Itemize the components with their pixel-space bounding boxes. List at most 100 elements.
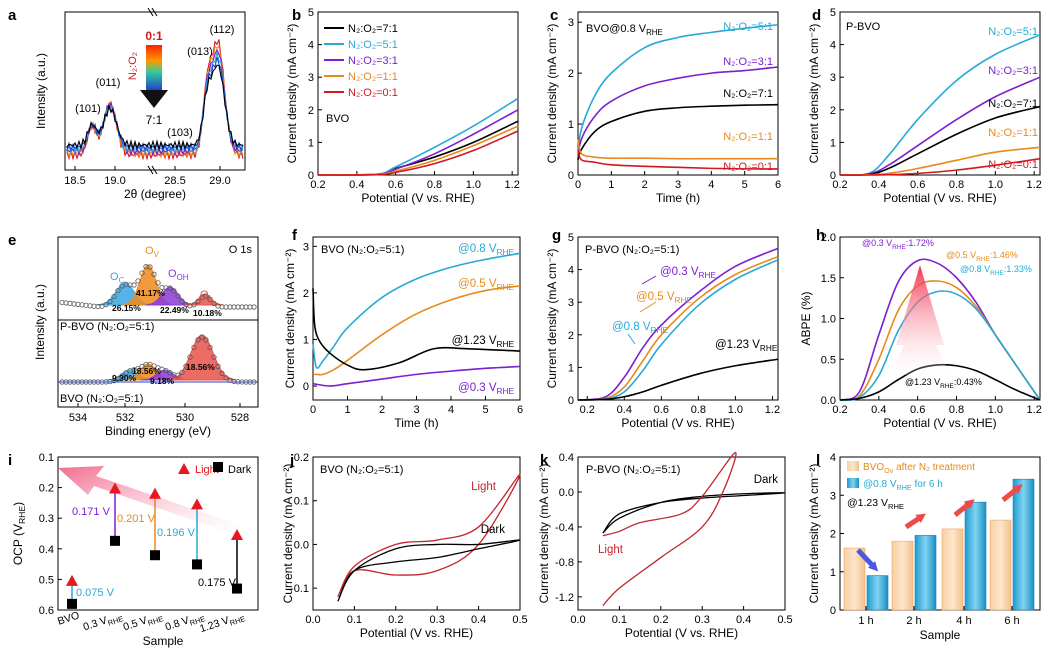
data-point [179,369,185,375]
panel-title: P-BVO (N₂:O₂=5:1) [586,464,680,476]
plot-frame [57,236,259,408]
species-label: OOH​ [168,268,189,282]
x-axis-label: Sample [920,628,961,642]
y-tick-label: 0.0 [821,395,836,407]
panel-title: O 1s [229,244,253,256]
panel-title: P-BVO [846,21,881,33]
plot-frame [839,11,1041,176]
y-tick-label: 5 [568,232,574,244]
legend-dark-marker [213,462,223,472]
panel-e: e Intensity (a.u.) Binding energy (eV) 534 5… [8,232,259,438]
y-tick-label: 4 [830,452,836,464]
series-label: @0.3 VRHE​ [458,382,514,396]
light-marker [231,529,243,541]
panel-label: i [8,452,12,469]
y-tick-label: 2 [830,529,836,541]
series-label: @0.3 VRHE​ [660,266,716,280]
data-point [123,370,129,376]
x-tick-label: 0.1 [347,614,362,626]
panel-label: k [540,452,549,469]
x-tick-label: 0.6 [654,404,669,416]
legend-label: N₂:O₂=1:1 [348,71,398,83]
y-tick-label: 0 [830,605,836,617]
percent-label: 26.15% [112,303,141,313]
series-line [577,103,779,160]
y-tick-label: 1.5 [821,273,836,285]
panel-title: BVO (N₂:O₂=5:1) [321,244,404,256]
y-tick-label: 0 [568,170,574,182]
x-tick-label: 0.4 [349,179,364,191]
legend-top-label: 0:1 [145,29,163,43]
y-axis-label: Intensity (a.u.) [33,284,47,360]
percent-label: 22.49% [160,305,189,315]
x-tick-label: 1.23 VRHE​ [198,609,246,637]
axis-break-mark [151,165,158,175]
x-tick-label: 0.2 [832,404,847,416]
legend-swatch [847,461,859,471]
legend-label: Light [195,464,219,476]
y-tick-label: 0.1 [39,452,54,464]
y-tick-label: -0.4 [555,522,574,534]
y-tick-label: 0 [303,381,309,393]
x-tick-label: 0.0 [305,614,320,626]
x-tick-label: 0.0 [570,614,585,626]
x-tick-label: 2 h [906,615,921,627]
y-tick-label: 2.0 [821,232,836,244]
series-line [337,539,521,602]
x-tick-label: 1.2 [765,404,780,416]
data-point [207,344,213,351]
bar [866,575,889,611]
x-axis-label: Potential (V vs. RHE) [360,626,473,640]
label-leader [641,275,657,285]
bar [891,540,914,611]
data-point [203,293,209,299]
y-axis-label: Current density (mA cm⁻²) [537,464,551,604]
dark-marker [67,598,77,609]
x-tick-label: 0.5 [777,614,792,626]
x-tick-label: 0.2 [388,614,403,626]
legend-label: N₂:O₂=5:1 [348,39,398,51]
series-label: Dark [754,474,779,486]
y-tick-label: 0 [830,170,836,182]
plot-frame [312,456,521,611]
y-tick-label: 1 [830,567,836,579]
x-tick-label: 0 [575,179,581,191]
series-line [577,259,779,401]
data-point [167,285,173,291]
percent-label: 41.17% [136,288,165,298]
legend-label: @0.8 VRHE​ for 6 h [863,479,943,492]
legend-label: N₂:O₂=3:1 [348,55,398,67]
species-label: OC​ [110,271,125,285]
x-axis-label: Potential (V vs. RHE) [883,191,996,205]
y-tick-label: 0 [568,395,574,407]
note-label: @1.23 VRHE​ [847,497,904,511]
x-tick-label: 1.2 [1027,179,1042,191]
x-tick-label: 534 [69,412,87,424]
series-label: N₂:O₂=0:1 [723,161,773,173]
x-tick-label: 1.0 [988,179,1003,191]
x-tick-label: 0.2 [580,404,595,416]
y-tick-label: 2 [568,330,574,342]
data-point [223,375,229,381]
y-tick-label: 0.3 [39,513,54,525]
data-point [163,367,169,374]
data-point [215,363,221,369]
plot-frame [577,456,786,611]
x-tick-label: 28.5 [164,175,185,187]
plot-frame [57,456,259,611]
x-tick-label: 0.4 [736,614,751,626]
legend-label: N₂:O₂=0:1 [348,87,398,99]
data-point [151,271,157,277]
y-axis-label: Current density (mA cm⁻²) [545,24,559,164]
series-line [577,149,779,170]
data-point [171,288,177,294]
delta-label: 0.175 V [198,577,237,589]
data-point [131,282,137,288]
y-tick-label: 3 [308,72,314,84]
sample-label: P-BVO (N₂:O₂=5:1) [60,321,154,333]
series-label: Light [471,481,497,493]
x-tick-label: 1 [608,179,614,191]
data-point [183,363,189,369]
